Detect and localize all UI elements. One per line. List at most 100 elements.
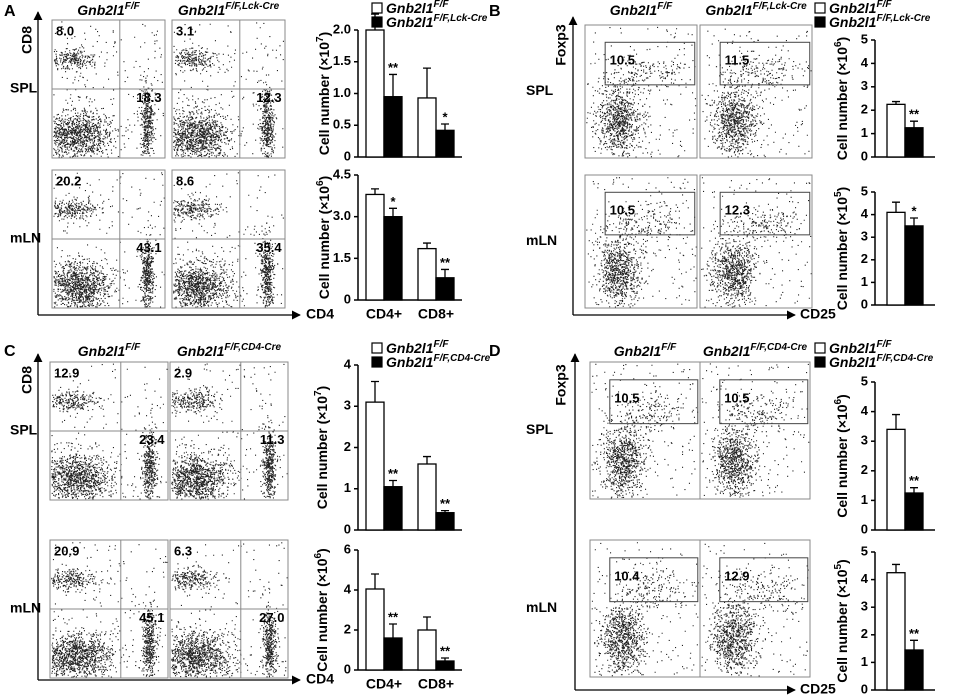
bar (383, 486, 403, 531)
y-tick-label: 2.0 (333, 21, 351, 36)
gate-percent: 43.1 (136, 240, 161, 255)
row-label: mLN (10, 600, 41, 616)
legend-swatch (371, 342, 383, 354)
significance: ** (388, 466, 399, 481)
text-part: Gnb2l1 (77, 2, 125, 18)
bar (904, 492, 924, 531)
y-tick-label: 3 (861, 433, 868, 448)
column-header: Gnb2l1F/F (77, 1, 140, 18)
x-axis-label: CD4 (306, 306, 334, 322)
column-header: Gnb2l1F/F (610, 1, 673, 18)
gate-percent: 27.0 (259, 610, 284, 625)
gate (609, 557, 699, 603)
text-part: Gnb2l1 (703, 343, 751, 359)
significance: * (390, 194, 396, 209)
significance: * (911, 203, 917, 218)
text-part: Gnb2l1 (386, 14, 434, 30)
flow-dots (171, 363, 288, 500)
panel-letter: B (489, 3, 501, 20)
y-tick-label: 0 (344, 148, 351, 163)
text-part: Cell number (×10 (834, 197, 850, 310)
superscript: 5 (833, 191, 844, 197)
y-axis-label: Cell number (×105) (833, 187, 850, 310)
text-part: ) (314, 386, 330, 391)
bar (904, 225, 924, 306)
bar (417, 463, 437, 531)
x-tick-label: CD8+ (418, 676, 454, 692)
error-bar (389, 623, 397, 638)
text-part: ) (834, 559, 850, 564)
x-tick-label: CD8+ (418, 306, 454, 322)
y-tick-label: 0 (344, 661, 351, 676)
y-tick-label: 3 (344, 398, 351, 413)
y-tick-label: 0 (861, 681, 868, 696)
legend-label: Gnb2l1F/F,CD4-Cre (829, 353, 934, 370)
superscript: F/F,Lck-Cre (876, 13, 930, 24)
significance: * (442, 109, 448, 124)
superscript: F/F (433, 339, 449, 350)
y-tick-label: 1.5 (333, 250, 351, 265)
gate-percent: 3.1 (176, 23, 194, 38)
error-bar (892, 413, 900, 430)
gate-percent: 18.3 (136, 90, 161, 105)
error-bar (423, 242, 431, 249)
error-bar (423, 616, 431, 630)
y-axis-label: Foxp3 (553, 364, 569, 405)
y-tick-label: 5 (861, 31, 868, 46)
column-header: Gnb2l1F/F,Lck-Cre (705, 1, 807, 18)
significance: ** (440, 496, 451, 511)
bar (383, 96, 403, 158)
superscript: F/F (657, 1, 673, 12)
gate-percent: 6.3 (174, 543, 192, 558)
y-tick-label: 0.5 (333, 117, 351, 132)
plot-frame (584, 24, 698, 159)
y-tick-label: 0 (344, 291, 351, 306)
flow-dots (53, 172, 165, 308)
y-axis-label: Cell number (×105) (833, 559, 850, 682)
column-header: Gnb2l1F/F,CD4-Cre (177, 342, 282, 359)
text-part: Cell number (×10 (314, 558, 330, 671)
column-header: Gnb2l1F/F,CD4-Cre (703, 342, 808, 359)
error-bar (441, 268, 449, 278)
legend-swatch (814, 356, 826, 368)
bar (886, 211, 906, 306)
y-tick-label: 3.0 (333, 208, 351, 223)
y-tick-label: 2 (861, 251, 868, 266)
y-axis-label: Cell number (×107) (313, 386, 330, 509)
x-axis-label: CD25 (800, 681, 836, 697)
y-tick-label: 4 (344, 581, 352, 596)
y-axis-label: CD8 (19, 366, 35, 394)
x-tick-label: CD4+ (366, 306, 402, 322)
text-part: Gnb2l1 (705, 2, 753, 18)
text-part: Gnb2l1 (177, 343, 225, 359)
bar (365, 401, 385, 531)
gate-percent: 35.4 (256, 240, 282, 255)
y-tick-label: 4 (861, 206, 869, 221)
flow-dots (586, 177, 697, 308)
row-label: SPL (526, 421, 554, 437)
bar (417, 247, 437, 301)
bar (886, 428, 906, 531)
legend-label: Gnb2l1F/F,Lck-Cre (386, 13, 488, 30)
bar (435, 129, 455, 158)
gate-percent: 12.3 (725, 202, 750, 217)
superscript: 6 (833, 41, 844, 47)
significance: ** (909, 473, 920, 488)
legend-label: Gnb2l1F/F,CD4-Cre (386, 353, 491, 370)
y-tick-label: 4.5 (333, 166, 351, 181)
row-label: mLN (526, 232, 557, 248)
x-axis-label: CD25 (800, 306, 836, 322)
bar (435, 660, 455, 671)
superscript: F/F (876, 339, 892, 350)
legend-swatch (371, 16, 383, 28)
gate (604, 41, 696, 86)
text-part: Gnb2l1 (610, 2, 658, 18)
gate-percent: 2.9 (174, 365, 192, 380)
bar (417, 97, 437, 158)
column-header: Gnb2l1F/F (78, 342, 141, 359)
superscript: 6 (313, 553, 324, 559)
y-tick-label: 1 (861, 492, 868, 507)
bar (365, 588, 385, 671)
bar (886, 572, 906, 691)
